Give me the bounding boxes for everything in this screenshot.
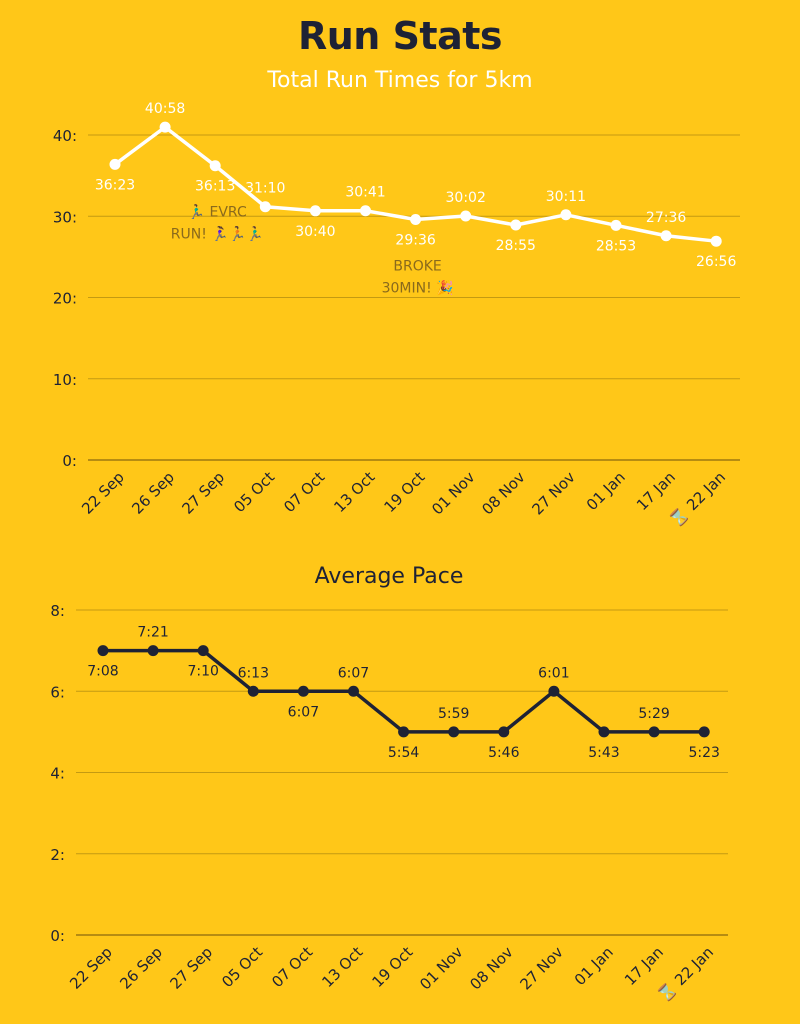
pace-x-tick-label: 08 Nov	[466, 943, 516, 993]
run-time-x-tick-label: 26 Sep	[128, 468, 178, 518]
run-time-x-tick-label: 01 Nov	[428, 468, 478, 518]
pace-data-point	[498, 726, 510, 738]
run-time-y-tick-label: 30:	[53, 208, 77, 226]
run-time-data-point	[510, 219, 522, 231]
run-time-data-point	[109, 158, 121, 170]
run-time-data-point	[259, 201, 271, 213]
run-time-data-label: 30:11	[546, 189, 586, 205]
chart-title-run-times: Total Run Times for 5km	[266, 68, 532, 93]
run-time-data-label: 30:02	[446, 190, 486, 206]
run-time-x-tick-label: 27 Sep	[178, 468, 228, 518]
run-time-x-tick-label: 19 Oct	[380, 468, 428, 516]
pace-x-tick-label: 01 Jan	[571, 943, 617, 989]
run-time-data-point	[460, 210, 472, 222]
run-time-annotation: 30MIN! 🎉	[382, 280, 454, 297]
pace-y-tick-label: 0:	[50, 927, 65, 945]
run-time-y-tick-label: 40:	[53, 127, 77, 145]
run-time-data-label: 30:41	[345, 185, 385, 201]
run-time-data-label: 40:58	[145, 101, 185, 117]
run-time-data-label: 29:36	[395, 233, 435, 249]
pace-y-tick-label: 8:	[50, 602, 65, 620]
run-time-x-tick-label: 13 Oct	[330, 468, 378, 516]
pace-x-tick-label: 19 Oct	[368, 943, 416, 991]
run-time-x-tick-label: 01 Jan	[583, 468, 629, 514]
run-time-y-tick-label: 10:	[53, 371, 77, 389]
pace-data-label: 6:07	[288, 704, 319, 720]
run-time-data-label: 27:36	[646, 210, 686, 226]
pace-data-label: 6:01	[538, 665, 569, 681]
pace-data-point	[97, 645, 109, 657]
pace-data-label: 7:10	[187, 664, 218, 680]
run-time-x-tick-label: 07 Oct	[280, 468, 328, 516]
run-time-x-tick-label: ⌛ 22 Jan	[666, 468, 729, 531]
page-title: Run Stats	[297, 14, 503, 58]
run-time-data-label: 26:56	[696, 254, 736, 270]
pace-data-point	[348, 685, 359, 697]
pace-x-tick-label: 27 Sep	[166, 943, 216, 993]
run-time-data-label: 28:53	[596, 238, 636, 254]
pace-x-tick-label: 07 Oct	[268, 943, 316, 991]
pace-x-tick-label: 27 Nov	[516, 943, 566, 993]
pace-y-tick-label: 4:	[50, 765, 65, 783]
run-time-y-tick-label: 20:	[53, 290, 77, 308]
run-time-data-label: 28:55	[496, 238, 536, 254]
pace-data-point	[698, 726, 710, 738]
run-times-chart: 0: 10: 20: 30: 40: 22 Sep 26 Sep 27 Sep 05 Oct 07…	[53, 101, 740, 531]
pace-x-tick-label: 22 Sep	[66, 943, 116, 993]
pace-data-point	[548, 685, 560, 697]
average-pace-chart: 0: 2: 4: 6: 8: 22 Sep 26 Sep 27 Sep 05 Oct 07 Oct…	[50, 602, 728, 1006]
pace-data-point	[147, 645, 159, 657]
run-time-data-label: 36:13	[195, 179, 235, 195]
pace-data-label: 5:29	[638, 706, 669, 722]
pace-data-label: 5:43	[588, 745, 619, 761]
run-time-data-label: 30:40	[295, 224, 335, 240]
pace-y-tick-label: 6:	[50, 683, 65, 701]
run-time-x-tick-label: 22 Sep	[78, 468, 128, 518]
pace-y-tick-label: 2:	[50, 846, 65, 864]
pace-x-tick-label: ⌛ 22 Jan	[654, 943, 717, 1006]
pace-data-point	[648, 726, 660, 738]
run-time-data-point	[560, 209, 572, 221]
run-time-data-label: 31:10	[245, 181, 285, 197]
run-time-data-point	[410, 214, 422, 225]
pace-data-label: 6:07	[338, 665, 369, 681]
pace-x-tick-label: 26 Sep	[116, 943, 166, 993]
run-time-annotation: RUN! 🏃‍♀️🏃🏃‍♂️	[171, 226, 264, 243]
run-time-annotation: BROKE	[393, 259, 441, 275]
pace-data-point	[448, 726, 460, 738]
pace-data-label: 5:23	[688, 745, 719, 761]
pace-data-point	[197, 645, 209, 657]
pace-data-label: 5:54	[388, 745, 420, 761]
pace-data-label: 6:13	[238, 665, 269, 681]
pace-x-tick-label: 17 Jan	[621, 943, 667, 989]
pace-data-point	[398, 726, 410, 738]
run-time-data-point	[360, 205, 371, 217]
run-time-data-point	[159, 121, 171, 133]
pace-x-tick-label: 01 Nov	[416, 943, 466, 993]
run-time-data-point	[610, 219, 622, 231]
run-time-x-tick-label: 17 Jan	[633, 468, 679, 514]
run-time-data-point	[710, 235, 722, 247]
run-time-x-tick-label: 05 Oct	[230, 468, 278, 516]
run-time-data-point	[209, 160, 221, 172]
run-time-annotation: 🏃‍♂️ EVRC	[188, 204, 247, 221]
run-time-data-point	[309, 205, 321, 217]
pace-data-point	[598, 726, 610, 738]
run-time-data-point	[660, 230, 672, 242]
chart-title-average-pace: Average Pace	[315, 564, 464, 589]
pace-data-label: 7:21	[137, 625, 168, 641]
run-time-y-tick-label: 0:	[62, 452, 77, 470]
pace-data-point	[297, 685, 309, 697]
pace-data-label: 5:46	[488, 745, 520, 761]
run-time-x-tick-label: 27 Nov	[528, 468, 578, 518]
run-time-data-label: 36:23	[95, 177, 135, 193]
pace-x-tick-label: 05 Oct	[218, 943, 266, 991]
pace-data-label: 5:59	[438, 706, 469, 722]
pace-data-point	[247, 685, 259, 697]
run-time-x-tick-label: 08 Nov	[478, 468, 528, 518]
pace-x-tick-label: 13 Oct	[318, 943, 366, 991]
pace-data-label: 7:08	[87, 664, 118, 680]
